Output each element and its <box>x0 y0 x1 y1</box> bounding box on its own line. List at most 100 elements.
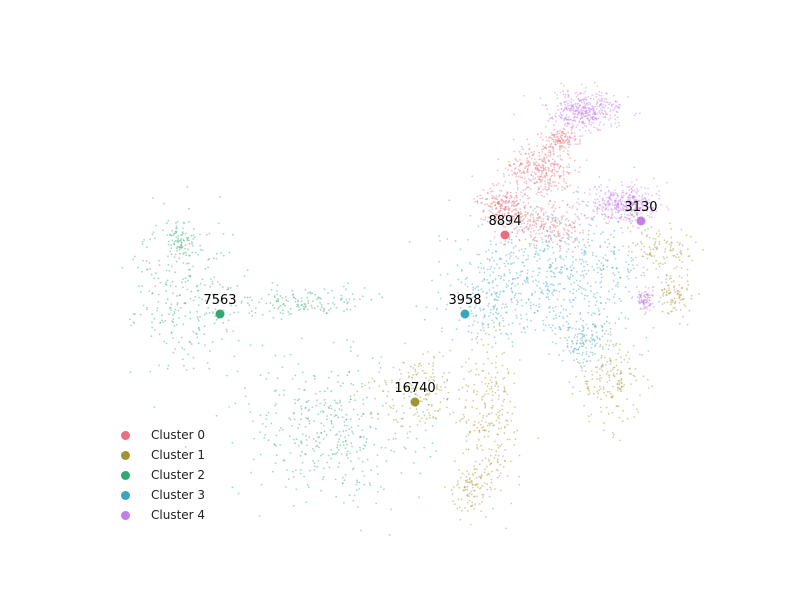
data-point <box>432 415 435 418</box>
data-point <box>559 328 562 331</box>
data-point <box>540 224 543 227</box>
data-point <box>528 148 530 151</box>
data-point <box>594 185 597 188</box>
data-point <box>362 435 365 438</box>
data-point <box>368 482 371 484</box>
data-point <box>504 206 507 209</box>
data-point <box>500 307 503 309</box>
data-point <box>578 362 581 365</box>
data-point <box>402 417 404 420</box>
data-point <box>592 105 595 108</box>
data-point <box>552 147 554 150</box>
data-point <box>441 327 443 330</box>
data-point <box>550 326 552 329</box>
data-point <box>535 247 538 250</box>
data-point <box>555 163 558 166</box>
data-point <box>216 281 219 283</box>
data-point <box>353 394 356 396</box>
data-point <box>491 252 493 254</box>
data-point <box>547 235 550 237</box>
data-point <box>486 268 489 271</box>
data-point <box>483 402 486 404</box>
data-point <box>523 327 525 330</box>
data-point <box>584 130 587 132</box>
data-point <box>531 275 533 278</box>
data-point <box>566 185 569 188</box>
data-point <box>323 308 326 311</box>
data-point <box>647 387 650 389</box>
data-point <box>268 310 271 312</box>
data-point <box>670 244 672 247</box>
data-point <box>593 215 596 218</box>
data-point <box>642 271 645 274</box>
data-point <box>571 251 574 253</box>
data-point <box>596 371 598 374</box>
data-point <box>199 244 202 247</box>
data-point <box>554 139 556 142</box>
data-point <box>527 255 530 257</box>
data-point <box>627 270 630 272</box>
data-point <box>569 172 572 174</box>
data-point <box>562 170 565 172</box>
data-point <box>587 216 590 219</box>
data-point <box>613 375 616 378</box>
data-point <box>328 407 330 410</box>
data-point <box>569 326 571 329</box>
data-point <box>614 114 616 117</box>
data-point <box>652 326 655 329</box>
data-point <box>666 312 669 314</box>
data-point <box>312 374 315 377</box>
data-point <box>680 228 683 231</box>
data-point <box>510 299 512 301</box>
data-point <box>587 95 589 98</box>
data-point <box>628 194 631 197</box>
data-point <box>585 217 588 220</box>
data-point <box>622 206 625 209</box>
data-point <box>522 171 525 174</box>
data-point <box>561 159 564 161</box>
data-point <box>603 202 605 205</box>
data-point <box>503 209 506 212</box>
data-point <box>548 267 551 269</box>
data-point <box>586 102 589 105</box>
data-point <box>506 191 509 193</box>
data-point <box>183 364 185 367</box>
data-point <box>432 379 435 381</box>
data-point <box>576 339 579 342</box>
data-point <box>601 99 604 102</box>
data-point <box>599 368 601 370</box>
data-point <box>657 263 660 265</box>
data-point <box>557 232 560 235</box>
data-point <box>204 267 207 270</box>
data-point <box>180 237 183 240</box>
data-point <box>574 213 577 216</box>
data-point <box>176 295 178 297</box>
data-point <box>585 323 588 326</box>
data-point <box>498 394 500 397</box>
data-point <box>281 309 284 312</box>
data-point <box>566 109 569 111</box>
data-point <box>487 192 489 195</box>
data-point <box>616 201 619 204</box>
data-point <box>579 129 581 131</box>
data-point <box>578 203 580 206</box>
data-point <box>508 207 511 210</box>
data-point <box>514 213 516 216</box>
data-point <box>496 371 499 374</box>
data-point <box>416 394 419 397</box>
data-point <box>297 309 300 311</box>
data-point <box>650 226 653 228</box>
data-point <box>606 298 609 300</box>
data-point <box>547 154 550 157</box>
data-point <box>580 116 583 118</box>
data-point <box>605 320 608 323</box>
data-point <box>665 274 668 277</box>
centroid-marker <box>215 309 225 319</box>
data-point <box>538 169 541 172</box>
data-point <box>551 171 554 174</box>
data-point <box>137 266 139 269</box>
data-point <box>283 389 285 392</box>
legend-label: Cluster 2 <box>151 468 206 482</box>
data-point <box>201 298 204 301</box>
centroid-count-label: 8894 <box>488 214 521 229</box>
